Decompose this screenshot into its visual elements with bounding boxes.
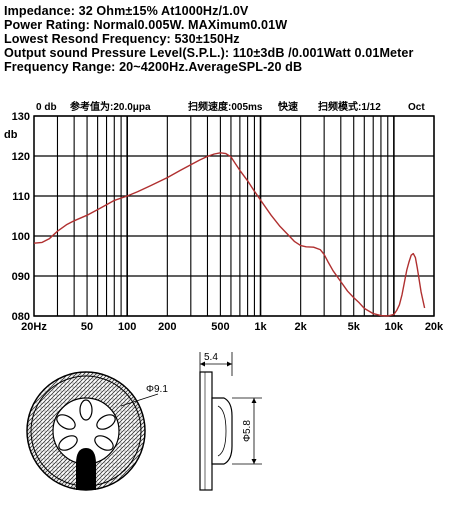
front-diameter-label: Φ9.1 [146,384,168,395]
plot-frame [33,115,435,317]
header-ref: 0 db [36,102,57,113]
front-hole [58,435,78,451]
x-tick-label: 5k [348,321,361,333]
y-axis-label: db [4,129,18,141]
front-hole [56,414,76,430]
y-tick-label: 120 [12,151,30,163]
side-view: 5.4 Φ5.8 [199,352,262,491]
spec-impedance: Impedance: 32 Ohm±15% At1000Hz/1.0V [4,4,249,18]
x-tick-label: 500 [211,321,229,333]
y-tick-label: 110 [12,191,30,203]
response-curve [33,152,426,317]
chart-header: 0 db 参考值为:20.0μpa 扫频速度:005ms 快速 扫频模式:1/1… [36,100,425,113]
width-label: 5.4 [204,352,218,363]
chart-grid [33,115,435,317]
x-tick-label: 50 [81,321,93,333]
speaker-drawing: Φ9.1 5.4 Φ5.8 [26,352,262,491]
x-tick-label: 1k [254,321,267,333]
spec-frequency-range: Frequency Range: 20~4200Hz.AverageSPL-20… [4,60,303,74]
spec-power-rating: Power Rating: Normal0.005W. MAXimum0.01W [4,18,288,32]
x-tick-label: 20Hz [21,321,47,333]
terminal-tab [76,448,96,490]
y-tick-label: 090 [12,271,30,283]
front-hole [94,435,114,451]
front-view: Φ9.1 [26,371,168,491]
side-diameter-label: Φ5.8 [242,420,253,442]
x-tick-label: 100 [118,321,136,333]
response-curve-group [33,152,426,317]
header-sweep-mode: 扫频模式:1/12 [318,100,381,113]
header-speed-mode: 快速 [277,100,298,113]
y-tick-label: 100 [12,231,30,243]
spec-resonance: Lowest Resond Frequency: 530±150Hz [4,32,240,46]
header-oct: Oct [408,102,425,113]
x-tick-label: 2k [295,321,308,333]
header-ref-value: 参考值为:20.0μpa [70,100,151,113]
front-hole [96,414,116,430]
x-tick-label: 200 [158,321,176,333]
y-tick-labels: 080 090 100 110 120 130 [12,111,30,323]
spec-spl: Output sound Pressure Level(S.P.L.): 110… [4,46,414,60]
header-sweep-speed: 扫频速度:005ms [188,100,263,113]
x-tick-label: 10k [385,321,404,333]
front-hole [79,399,93,421]
x-tick-labels: 20Hz 50 100 200 500 1k 2k 5k 10k 20k [21,321,444,333]
y-tick-label: 130 [12,111,30,123]
x-tick-label: 20k [425,321,444,333]
y-tick-label: 080 [12,311,30,323]
frequency-response-chart: 0 db 参考值为:20.0μpa 扫频速度:005ms 快速 扫频模式:1/1… [4,100,444,333]
spec-block: Impedance: 32 Ohm±15% At1000Hz/1.0V Powe… [4,4,462,74]
